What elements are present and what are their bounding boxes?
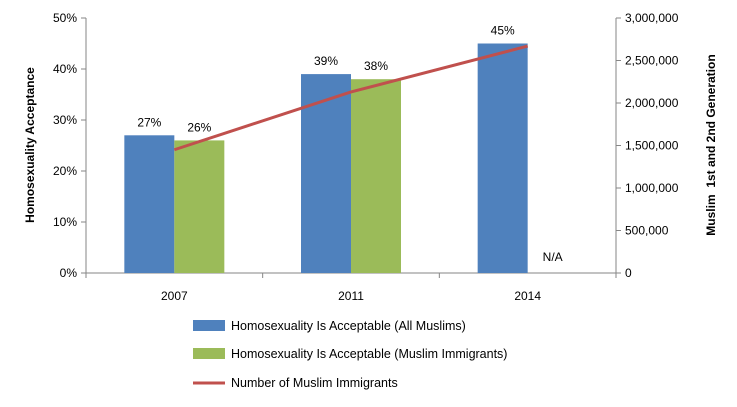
data-label: 39% <box>314 54 338 68</box>
left-axis: 0% 10% 20% 30% 40% 50% <box>53 11 87 280</box>
bar <box>301 74 351 273</box>
x-tick-label: 2014 <box>514 289 541 303</box>
data-label: 27% <box>137 115 161 129</box>
right-tick-label: 1,000,000 <box>625 181 679 195</box>
left-tick-label: 30% <box>53 113 77 127</box>
x-axis: 2007 2011 2014 <box>85 272 617 303</box>
legend-label-all-muslims: Homosexuality Is Acceptable (All Muslims… <box>231 319 466 333</box>
y-axis-title: Homosexuality Acceptance <box>23 67 37 223</box>
left-tick-label: 0% <box>60 266 78 280</box>
x-tick-label: 2007 <box>161 289 188 303</box>
legend-label-immigrant-count: Number of Muslim Immigrants <box>231 376 398 390</box>
left-tick-label: 10% <box>53 215 77 229</box>
bar <box>124 135 175 273</box>
bar <box>477 43 528 273</box>
right-tick-label: 500,000 <box>625 224 669 238</box>
left-tick-label: 20% <box>53 164 77 178</box>
bar <box>174 140 225 273</box>
right-tick-label: 2,500,000 <box>625 54 679 68</box>
data-label: N/A <box>543 250 563 264</box>
data-label: 45% <box>491 24 515 38</box>
bars <box>124 43 528 273</box>
y2-axis-title: Muslim 1st and 2nd Generation <box>704 54 718 235</box>
x-tick-label: 2011 <box>338 289 364 303</box>
legend-swatch-all-muslims <box>193 320 225 331</box>
line-series <box>173 44 529 152</box>
bar <box>351 79 401 273</box>
right-tick-label: 3,000,000 <box>625 11 679 25</box>
data-label: 38% <box>364 59 388 73</box>
legend: Homosexuality Is Acceptable (All Muslims… <box>193 319 507 390</box>
data-label: 26% <box>187 120 211 134</box>
legend-label-muslim-immigrants: Homosexuality Is Acceptable (Muslim Immi… <box>231 347 507 361</box>
right-axis: 0 500,000 1,000,000 1,500,000 2,000,000 2,500… <box>615 11 679 280</box>
right-tick-label: 2,000,000 <box>625 96 679 110</box>
right-tick-label: 0 <box>625 266 632 280</box>
left-tick-label: 50% <box>53 11 77 25</box>
left-tick-label: 40% <box>53 62 77 76</box>
data-labels: 27% 39% 45% 26% 38% N/A <box>137 24 562 265</box>
legend-swatch-muslim-immigrants <box>193 348 225 359</box>
right-tick-label: 1,500,000 <box>625 139 679 153</box>
